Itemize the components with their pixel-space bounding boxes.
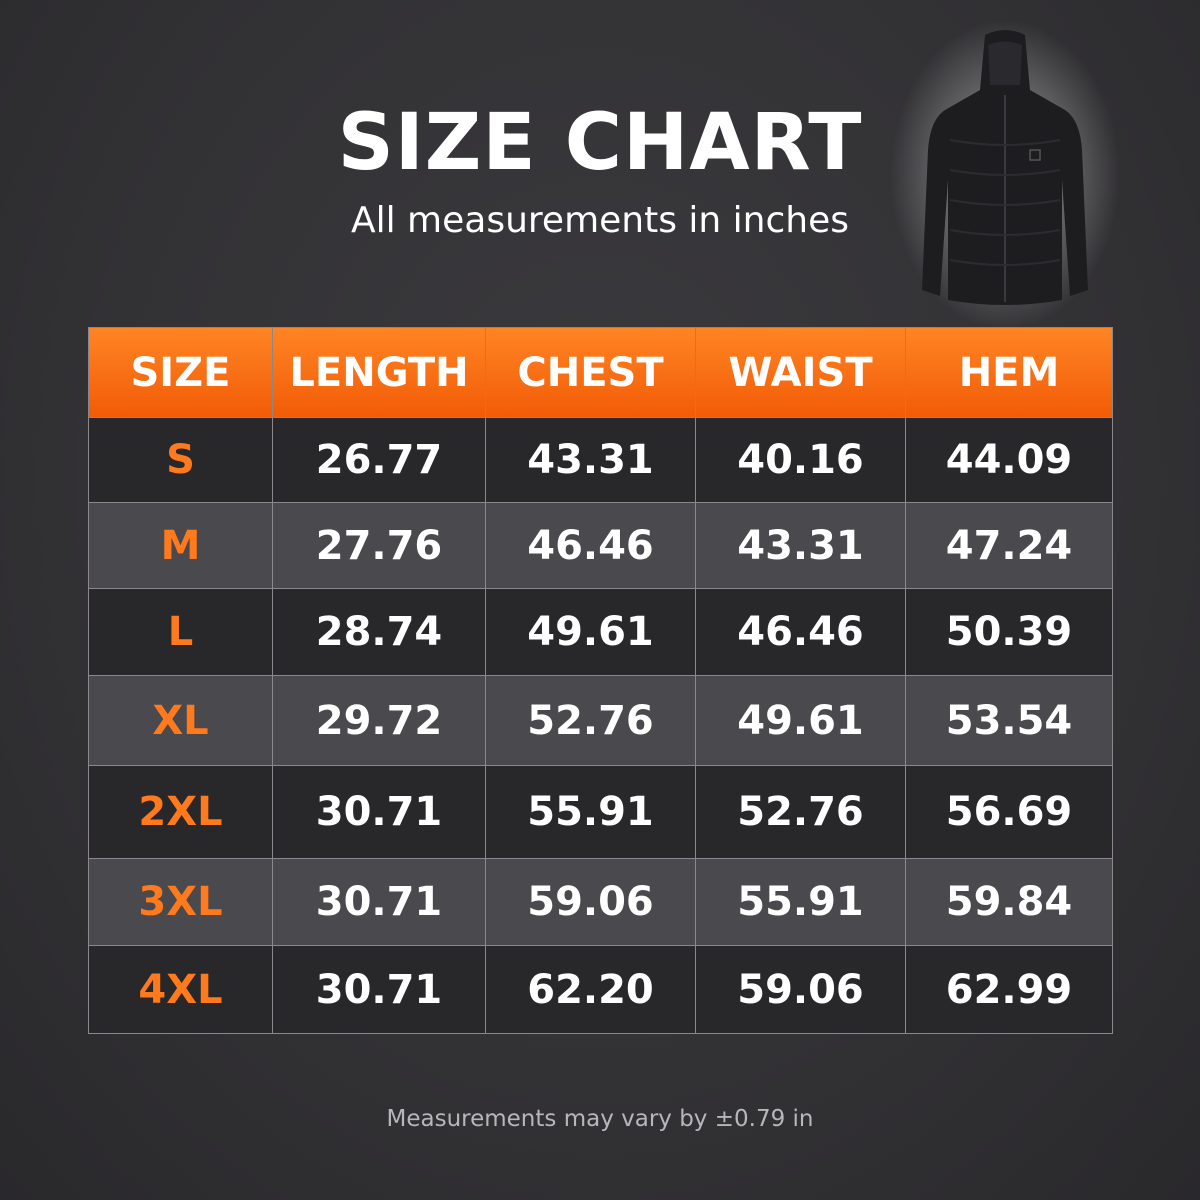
measurement: 46.46 [485, 502, 696, 589]
column-header: CHEST [485, 327, 696, 418]
measurement: 43.31 [695, 502, 906, 589]
column-header: SIZE [88, 327, 273, 418]
subtitle: All measurements in inches [350, 200, 850, 241]
measurement: 49.61 [695, 675, 906, 766]
size-label: L [88, 588, 273, 676]
size-label: 4XL [88, 945, 273, 1034]
size-label: XL [88, 675, 273, 766]
size-label: M [88, 502, 273, 589]
measurement: 62.99 [905, 945, 1113, 1034]
title: SIZE CHART [337, 98, 863, 188]
measurement: 53.54 [905, 675, 1113, 766]
measurement: 30.71 [272, 945, 486, 1034]
footnote: Measurements may vary by ±0.79 in [386, 1106, 814, 1132]
measurement: 62.20 [485, 945, 696, 1034]
measurement: 28.74 [272, 588, 486, 676]
jacket-image [890, 20, 1120, 330]
measurement: 55.91 [695, 858, 906, 946]
measurement: 44.09 [905, 417, 1113, 503]
size-label: 2XL [88, 765, 273, 859]
measurement: 52.76 [695, 765, 906, 859]
measurement: 52.76 [485, 675, 696, 766]
measurement: 59.06 [695, 945, 906, 1034]
measurement: 47.24 [905, 502, 1113, 589]
measurement: 59.06 [485, 858, 696, 946]
measurement: 27.76 [272, 502, 486, 589]
size-label: S [88, 417, 273, 503]
measurement: 40.16 [695, 417, 906, 503]
column-header: WAIST [695, 327, 906, 418]
measurement: 56.69 [905, 765, 1113, 859]
measurement: 50.39 [905, 588, 1113, 676]
column-header: LENGTH [272, 327, 486, 418]
measurement: 49.61 [485, 588, 696, 676]
measurement: 55.91 [485, 765, 696, 859]
measurement: 30.71 [272, 765, 486, 859]
measurement: 59.84 [905, 858, 1113, 946]
size-label: 3XL [88, 858, 273, 946]
measurement: 30.71 [272, 858, 486, 946]
measurement: 26.77 [272, 417, 486, 503]
column-header: HEM [905, 327, 1113, 418]
measurement: 29.72 [272, 675, 486, 766]
measurement: 46.46 [695, 588, 906, 676]
measurement: 43.31 [485, 417, 696, 503]
